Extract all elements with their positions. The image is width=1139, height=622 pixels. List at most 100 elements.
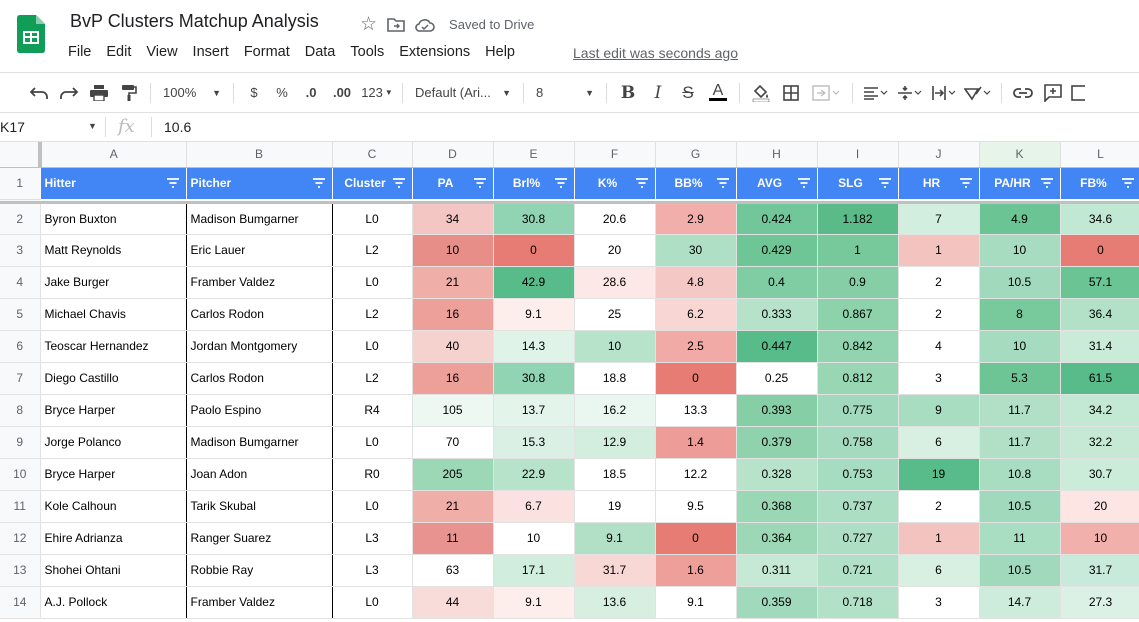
cell-g[interactable]: 1.4 — [655, 426, 737, 459]
menu-format[interactable]: Format — [243, 44, 290, 60]
cell-a[interactable]: Shohei Ohtani — [40, 554, 187, 587]
cell-e[interactable]: 22.9 — [493, 458, 575, 491]
menu-edit[interactable]: Edit — [106, 44, 132, 60]
cell-h[interactable]: 0.364 — [736, 522, 818, 555]
header-cell[interactable]: Brl% — [493, 167, 575, 199]
text-wrap-icon[interactable] — [927, 79, 961, 107]
cell-a[interactable]: Jake Burger — [40, 266, 187, 299]
cell-k[interactable]: 11.7 — [979, 426, 1061, 459]
cell-a[interactable]: Ehire Adrianza — [40, 522, 187, 555]
row-number[interactable]: 11 — [0, 490, 41, 523]
cell-a[interactable]: Kole Calhoun — [40, 490, 187, 523]
cell-i[interactable]: 0.727 — [817, 522, 899, 555]
move-folder-icon[interactable] — [387, 17, 405, 32]
cell-b[interactable]: Carlos Rodon — [186, 362, 333, 395]
select-all-corner[interactable] — [0, 142, 42, 168]
cell-a[interactable]: Diego Castillo — [40, 362, 187, 395]
cell-l[interactable]: 36.4 — [1060, 298, 1139, 331]
column-header-c[interactable]: C — [332, 142, 413, 168]
strikethrough-icon[interactable]: S — [682, 82, 694, 102]
column-header-i[interactable]: I — [817, 142, 899, 168]
column-header-d[interactable]: D — [412, 142, 494, 168]
cell-g[interactable]: 2.9 — [655, 202, 737, 235]
cell-k[interactable]: 10.5 — [979, 490, 1061, 523]
cell-h[interactable]: 0.25 — [736, 362, 818, 395]
row-number[interactable]: 5 — [0, 298, 41, 331]
cell-b[interactable]: Framber Valdez — [186, 586, 333, 619]
cell-e[interactable]: 42.9 — [493, 266, 575, 299]
cell-i[interactable]: 0.721 — [817, 554, 899, 587]
header-cell[interactable]: Hitter — [40, 167, 187, 199]
row-number[interactable]: 7 — [0, 362, 41, 395]
filter-icon[interactable] — [959, 177, 973, 189]
header-cell[interactable]: Cluster — [332, 167, 413, 199]
insert-comment-icon[interactable] — [1038, 79, 1068, 107]
name-box[interactable]: K17 ▼ — [0, 119, 100, 135]
cell-f[interactable]: 9.1 — [574, 522, 656, 555]
column-header-g[interactable]: G — [655, 142, 737, 168]
column-header-j[interactable]: J — [898, 142, 980, 168]
row-number[interactable]: 9 — [0, 426, 41, 459]
cell-l[interactable]: 34.6 — [1060, 202, 1139, 235]
cell-c[interactable]: L3 — [332, 554, 413, 587]
cell-h[interactable]: 0.328 — [736, 458, 818, 491]
cell-d[interactable]: 40 — [412, 330, 494, 363]
cell-k[interactable]: 11.7 — [979, 394, 1061, 427]
cell-g[interactable]: 6.2 — [655, 298, 737, 331]
paint-format-icon[interactable] — [114, 79, 144, 107]
cell-i[interactable]: 0.753 — [817, 458, 899, 491]
cell-d[interactable]: 21 — [412, 490, 494, 523]
cell-d[interactable]: 11 — [412, 522, 494, 555]
last-edit-link[interactable]: Last edit was seconds ago — [573, 45, 738, 61]
filter-icon[interactable] — [635, 177, 649, 189]
menu-tools[interactable]: Tools — [350, 44, 385, 60]
cell-j[interactable]: 9 — [898, 394, 980, 427]
cell-g[interactable]: 30 — [655, 234, 737, 267]
filter-icon[interactable] — [166, 177, 180, 189]
cell-f[interactable]: 25 — [574, 298, 656, 331]
cell-l[interactable]: 27.3 — [1060, 586, 1139, 619]
cell-j[interactable]: 6 — [898, 426, 980, 459]
cell-f[interactable]: 16.2 — [574, 394, 656, 427]
cell-c[interactable]: L0 — [332, 202, 413, 235]
cell-l[interactable]: 31.4 — [1060, 330, 1139, 363]
cell-c[interactable]: L0 — [332, 490, 413, 523]
cell-d[interactable]: 16 — [412, 298, 494, 331]
cell-e[interactable]: 15.3 — [493, 426, 575, 459]
cell-j[interactable]: 3 — [898, 362, 980, 395]
cell-h[interactable]: 0.393 — [736, 394, 818, 427]
cell-b[interactable]: Ranger Suarez — [186, 522, 333, 555]
horizontal-align-icon[interactable] — [859, 79, 893, 107]
header-cell[interactable]: FB% — [1060, 167, 1139, 199]
cell-i[interactable]: 0.9 — [817, 266, 899, 299]
cell-e[interactable]: 30.8 — [493, 362, 575, 395]
menu-help[interactable]: Help — [485, 44, 515, 60]
cell-i[interactable]: 0.718 — [817, 586, 899, 619]
menu-insert[interactable]: Insert — [192, 44, 229, 60]
column-header-f[interactable]: F — [574, 142, 656, 168]
font-family-select[interactable]: Default (Ari... ▼ — [409, 79, 517, 107]
cell-g[interactable]: 0 — [655, 362, 737, 395]
column-header-a[interactable]: A — [40, 142, 187, 168]
column-header-e[interactable]: E — [493, 142, 575, 168]
fill-color-icon[interactable] — [746, 79, 776, 107]
filter-icon[interactable] — [797, 177, 811, 189]
cell-c[interactable]: L0 — [332, 426, 413, 459]
cell-f[interactable]: 19 — [574, 490, 656, 523]
cell-g[interactable]: 0 — [655, 522, 737, 555]
cell-b[interactable]: Eric Lauer — [186, 234, 333, 267]
italic-icon[interactable]: I — [654, 82, 662, 103]
cell-l[interactable]: 0 — [1060, 234, 1139, 267]
cell-f[interactable]: 10 — [574, 330, 656, 363]
cell-l[interactable]: 61.5 — [1060, 362, 1139, 395]
cell-c[interactable]: L0 — [332, 330, 413, 363]
percent-format-button[interactable]: % — [276, 85, 288, 100]
cell-d[interactable]: 10 — [412, 234, 494, 267]
cell-l[interactable]: 34.2 — [1060, 394, 1139, 427]
cell-d[interactable]: 16 — [412, 362, 494, 395]
cell-c[interactable]: L3 — [332, 522, 413, 555]
cell-i[interactable]: 0.867 — [817, 298, 899, 331]
redo-icon[interactable] — [54, 79, 84, 107]
cell-i[interactable]: 0.812 — [817, 362, 899, 395]
filter-icon[interactable] — [392, 177, 406, 189]
